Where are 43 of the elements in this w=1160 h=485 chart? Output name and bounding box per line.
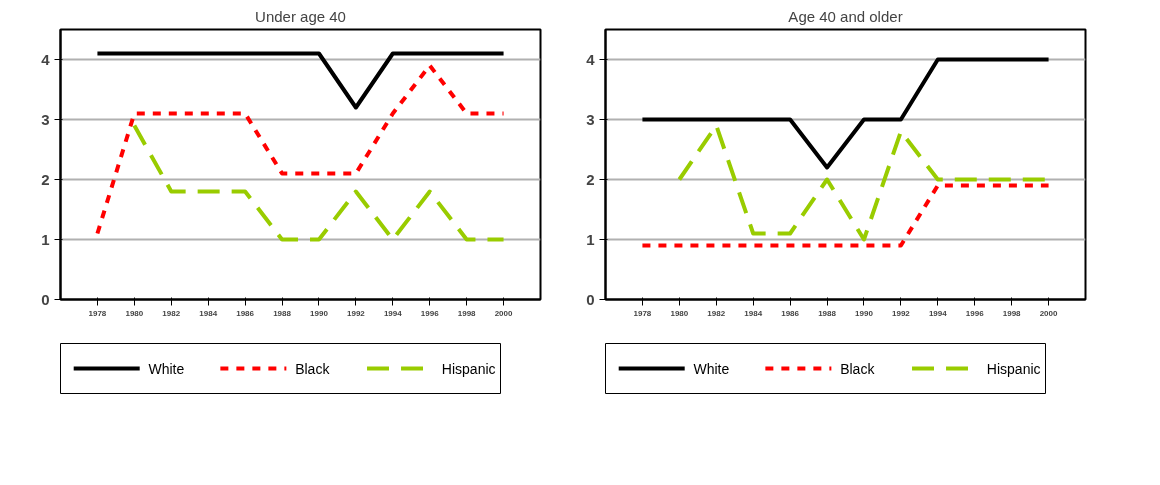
x-tick-label: 1990	[310, 308, 329, 318]
x-tick-label: 1980	[125, 308, 144, 318]
x-tick-label: 1982	[707, 308, 726, 318]
x-tick-label: 1994	[928, 308, 948, 318]
y-tick-label: 0	[586, 290, 595, 308]
y-tick-label: 4	[586, 50, 596, 68]
x-tick-label: 1980	[670, 308, 689, 318]
y-tick-label: 2	[41, 170, 50, 188]
x-tick-label: 1984	[744, 308, 763, 318]
x-tick-label: 1996	[420, 308, 440, 318]
chart-title: Under age 40	[255, 7, 346, 25]
x-tick-label: 1978	[88, 308, 107, 318]
x-tick-label: 1986	[236, 308, 255, 318]
legend-label: White	[148, 360, 185, 377]
legend-label: Hispanic	[441, 360, 496, 377]
x-tick-label: 1992	[346, 308, 366, 318]
x-tick-label: 1992	[891, 308, 911, 318]
x-tick-label: 1988	[818, 308, 837, 318]
y-tick-label: 1	[586, 230, 595, 248]
y-tick-label: 4	[41, 50, 51, 68]
x-tick-label: 1996	[965, 308, 985, 318]
y-tick-label: 2	[586, 170, 595, 188]
x-tick-label: 1988	[273, 308, 292, 318]
x-tick-label: 2000	[1039, 308, 1059, 318]
line-series	[95, 63, 506, 236]
x-tick-label: 1994	[383, 308, 403, 318]
x-tick-label: 1998	[1002, 308, 1022, 318]
y-tick-label: 1	[41, 230, 50, 248]
y-tick-label: 0	[41, 290, 50, 308]
x-tick-label: 1990	[855, 308, 874, 318]
y-tick-label: 3	[586, 110, 595, 128]
legend-label: White	[693, 360, 730, 377]
x-tick-label: 1978	[633, 308, 652, 318]
x-tick-label: 1982	[162, 308, 181, 318]
x-tick-label: 1998	[457, 308, 477, 318]
x-tick-label: 1986	[781, 308, 800, 318]
x-tick-label: 2000	[494, 308, 514, 318]
legend-label: Black	[840, 360, 876, 377]
x-tick-label: 1984	[199, 308, 218, 318]
legend-label: Black	[295, 360, 331, 377]
chart-title: Age 40 and older	[788, 7, 903, 25]
legend-label: Hispanic	[986, 360, 1041, 377]
y-tick-label: 3	[41, 110, 50, 128]
